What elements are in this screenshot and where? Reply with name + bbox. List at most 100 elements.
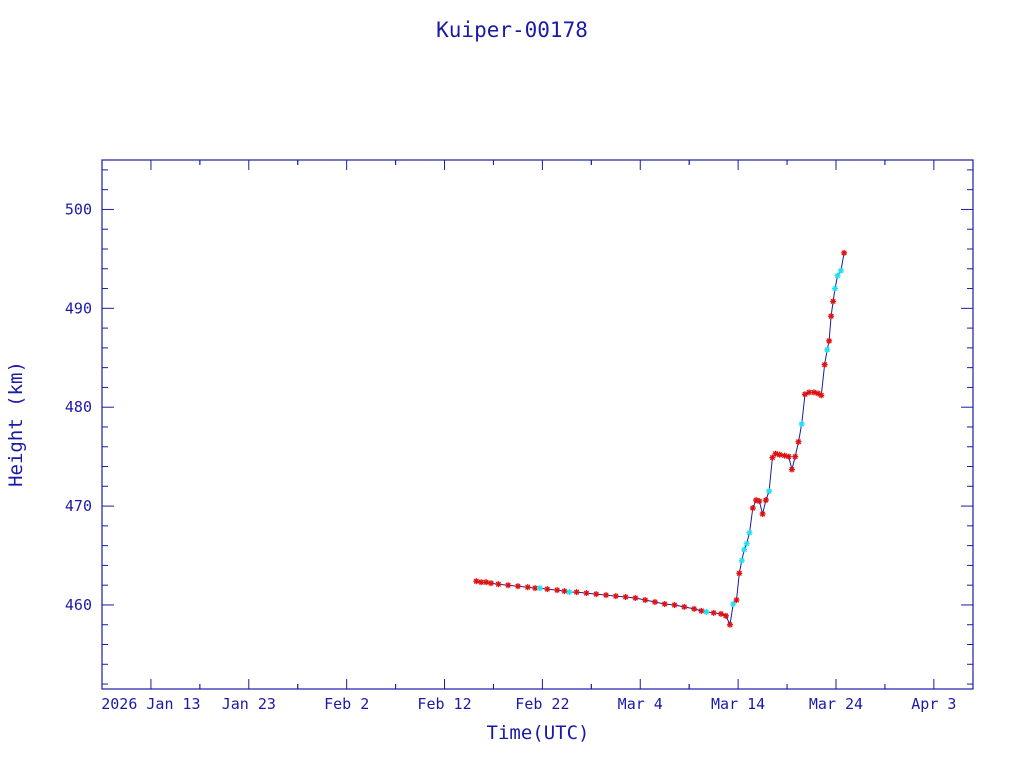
star-marker-stroke (766, 488, 772, 494)
data-point (832, 285, 838, 292)
data-point (738, 557, 745, 564)
star-marker-stroke (515, 583, 521, 589)
data-point (795, 438, 802, 445)
data-point (671, 602, 678, 608)
star-marker-stroke (537, 585, 543, 591)
data-point (756, 498, 763, 505)
star-marker-stroke (505, 582, 511, 588)
data-point (691, 605, 698, 612)
y-tick-label: 480 (65, 398, 92, 416)
data-point (798, 421, 805, 427)
star-marker-stroke (834, 273, 841, 279)
data-point (566, 589, 573, 596)
data-point (736, 570, 743, 577)
x-tick-label: Feb 22 (515, 695, 569, 713)
star-marker-stroke (746, 530, 753, 536)
data-point (473, 578, 480, 585)
star-marker-stroke (789, 466, 795, 473)
data-point (524, 584, 531, 591)
data-point (642, 597, 649, 603)
star-marker-stroke (818, 392, 824, 398)
star-marker-stroke (824, 347, 830, 353)
y-tick-label: 490 (65, 299, 92, 317)
star-marker-stroke (759, 511, 766, 517)
x-tick-label: 2026 Jan 13 (101, 695, 200, 713)
star-marker-stroke (642, 597, 648, 603)
data-point (554, 587, 561, 594)
y-tick-labels: 460 470 480 490 500 (65, 200, 92, 614)
x-tick-label: Feb 2 (324, 695, 369, 713)
star-marker-stroke (739, 557, 745, 564)
x-tick-label: Feb 12 (417, 695, 471, 713)
star-marker-stroke (727, 622, 733, 628)
data-point (743, 540, 750, 547)
data-point (661, 601, 668, 607)
star-marker-stroke (525, 584, 531, 590)
star-marker-stroke (488, 580, 494, 586)
star-marker-stroke (681, 604, 687, 610)
y-tick-label: 460 (65, 596, 92, 614)
star-marker-stroke (777, 452, 783, 458)
data-point (544, 586, 551, 593)
star-marker-stroke (483, 579, 489, 585)
x-tick-label: Jan 23 (222, 695, 276, 713)
series-line (476, 252, 845, 627)
data-point (593, 591, 600, 598)
star-marker-stroke (561, 588, 568, 594)
data-point (622, 594, 629, 600)
data-point (710, 609, 717, 616)
y-tick-label: 500 (65, 200, 92, 218)
data-point (698, 607, 705, 614)
data-point (681, 603, 688, 610)
star-marker-stroke (744, 540, 750, 547)
y-axis-label: Height (km) (5, 361, 27, 487)
data-point (830, 298, 837, 305)
plot-frame (101, 159, 974, 690)
data-point (536, 585, 543, 592)
star-marker-stroke (772, 451, 779, 457)
data-point (573, 589, 580, 596)
star-marker-stroke (554, 587, 560, 593)
data-point (483, 579, 490, 586)
data-point (718, 610, 724, 617)
data-point (788, 466, 795, 473)
star-marker-stroke (711, 610, 717, 616)
data-point (821, 361, 828, 368)
data-point (741, 546, 748, 553)
star-marker-stroke (795, 439, 802, 445)
data-point (811, 389, 817, 396)
data-point (769, 454, 776, 461)
data-point (818, 392, 825, 399)
star-marker-stroke (566, 589, 572, 595)
star-marker-stroke (741, 546, 747, 553)
data-point (651, 599, 658, 605)
data-points (473, 249, 848, 628)
axis-ticks (102, 160, 973, 689)
star-marker-stroke (544, 586, 550, 592)
x-tick-label: Apr 3 (911, 695, 956, 713)
data-point (824, 346, 831, 353)
star-marker-stroke (799, 421, 805, 427)
star-marker-stroke (698, 608, 705, 614)
star-marker-stroke (828, 313, 834, 319)
star-marker-stroke (736, 570, 742, 576)
star-marker-stroke (830, 298, 836, 305)
data-point (733, 597, 740, 603)
chart-title: Kuiper-00178 (436, 18, 588, 42)
data-point (495, 581, 502, 588)
star-marker-stroke (821, 362, 828, 368)
star-marker-stroke (691, 606, 697, 612)
x-tick-label: Mar 14 (711, 695, 765, 713)
star-marker-stroke (733, 597, 740, 603)
star-marker-stroke (718, 611, 724, 617)
data-point (762, 497, 769, 504)
star-marker-stroke (652, 599, 658, 605)
star-marker-stroke (662, 601, 668, 607)
data-point (722, 612, 729, 619)
data-point (776, 451, 783, 458)
star-marker-stroke (573, 589, 580, 595)
data-point (806, 389, 813, 396)
data-point (759, 511, 766, 517)
star-marker-stroke (703, 609, 709, 615)
star-marker-stroke (632, 595, 639, 601)
